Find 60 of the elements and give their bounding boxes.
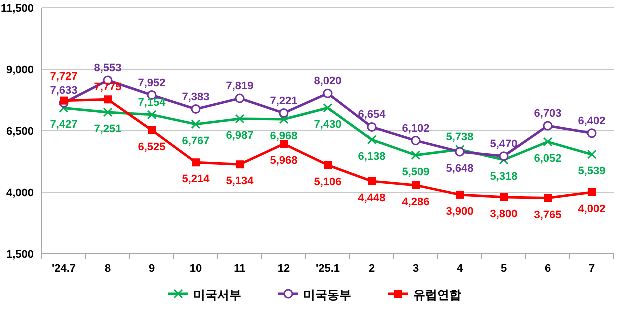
x-tick-label: 4 bbox=[456, 263, 464, 275]
data-label: 7,775 bbox=[94, 82, 122, 94]
x-tick-label: 6 bbox=[544, 263, 552, 275]
data-label: 6,767 bbox=[182, 135, 210, 148]
data-label: 7,819 bbox=[226, 80, 254, 93]
data-label: 5,968 bbox=[270, 155, 298, 168]
y-tick-label: 6,500 bbox=[6, 126, 34, 138]
data-label: 5,106 bbox=[314, 176, 342, 188]
data-label: 6,138 bbox=[358, 150, 386, 163]
x-tick-label: 11 bbox=[234, 263, 246, 275]
legend-label: 미국동부 bbox=[304, 288, 352, 302]
data-label: 8,553 bbox=[94, 62, 122, 74]
data-label: 5,214 bbox=[182, 174, 211, 186]
legend-label: 미국서부 bbox=[194, 288, 242, 302]
data-label: 7,633 bbox=[50, 85, 78, 98]
data-label: 4,002 bbox=[578, 203, 606, 216]
x-tick-label: 7 bbox=[588, 263, 596, 275]
data-label: 6,968 bbox=[270, 130, 298, 142]
data-label: 7,427 bbox=[50, 119, 78, 132]
data-label: 5,509 bbox=[402, 166, 430, 178]
data-label: 6,703 bbox=[534, 108, 562, 120]
legend-label: 유럽연합 bbox=[414, 288, 462, 302]
x-tick-label: 12 bbox=[278, 263, 290, 275]
data-label: 4,286 bbox=[402, 196, 430, 208]
data-label: 4,448 bbox=[358, 192, 386, 204]
x-tick-label: '25.1 bbox=[316, 263, 340, 275]
y-tick-label: 9,000 bbox=[6, 64, 34, 76]
data-label: 7,430 bbox=[314, 119, 342, 132]
y-tick-label: 1,500 bbox=[6, 249, 34, 261]
data-label: 5,738 bbox=[446, 132, 474, 144]
x-tick-label: 10 bbox=[190, 263, 202, 275]
data-label: 7,154 bbox=[138, 96, 167, 109]
data-label: 6,402 bbox=[578, 115, 606, 128]
x-tick-label: 8 bbox=[104, 263, 112, 275]
data-label: 7,221 bbox=[270, 95, 298, 108]
data-label: 7,727 bbox=[50, 71, 78, 84]
data-label: 6,052 bbox=[534, 153, 562, 166]
x-tick-label: 9 bbox=[148, 263, 156, 275]
data-label: 8,020 bbox=[314, 76, 342, 88]
x-tick-label: 2 bbox=[368, 263, 376, 275]
data-label: 3,765 bbox=[534, 209, 562, 222]
data-label: 5,539 bbox=[578, 166, 606, 178]
data-label: 5,318 bbox=[490, 171, 518, 184]
data-label: 6,987 bbox=[226, 130, 254, 142]
y-tick-label: 11,500 bbox=[0, 3, 34, 15]
data-label: 5,470 bbox=[490, 138, 518, 150]
data-label: 7,251 bbox=[94, 124, 122, 136]
data-label: 6,102 bbox=[402, 122, 430, 135]
x-tick-label: 5 bbox=[500, 263, 508, 275]
data-label: 7,952 bbox=[138, 77, 166, 90]
x-tick-label: 3 bbox=[412, 263, 420, 275]
data-label: 5,134 bbox=[226, 176, 255, 188]
x-tick-label: '24.7 bbox=[52, 263, 76, 275]
data-label: 3,800 bbox=[490, 208, 518, 220]
data-label: 6,525 bbox=[138, 141, 166, 154]
data-label: 3,900 bbox=[446, 206, 474, 218]
data-label: 6,654 bbox=[358, 109, 387, 122]
y-tick-label: 4,000 bbox=[6, 188, 34, 200]
data-label: 7,383 bbox=[182, 91, 210, 104]
data-label: 5,648 bbox=[446, 162, 474, 175]
